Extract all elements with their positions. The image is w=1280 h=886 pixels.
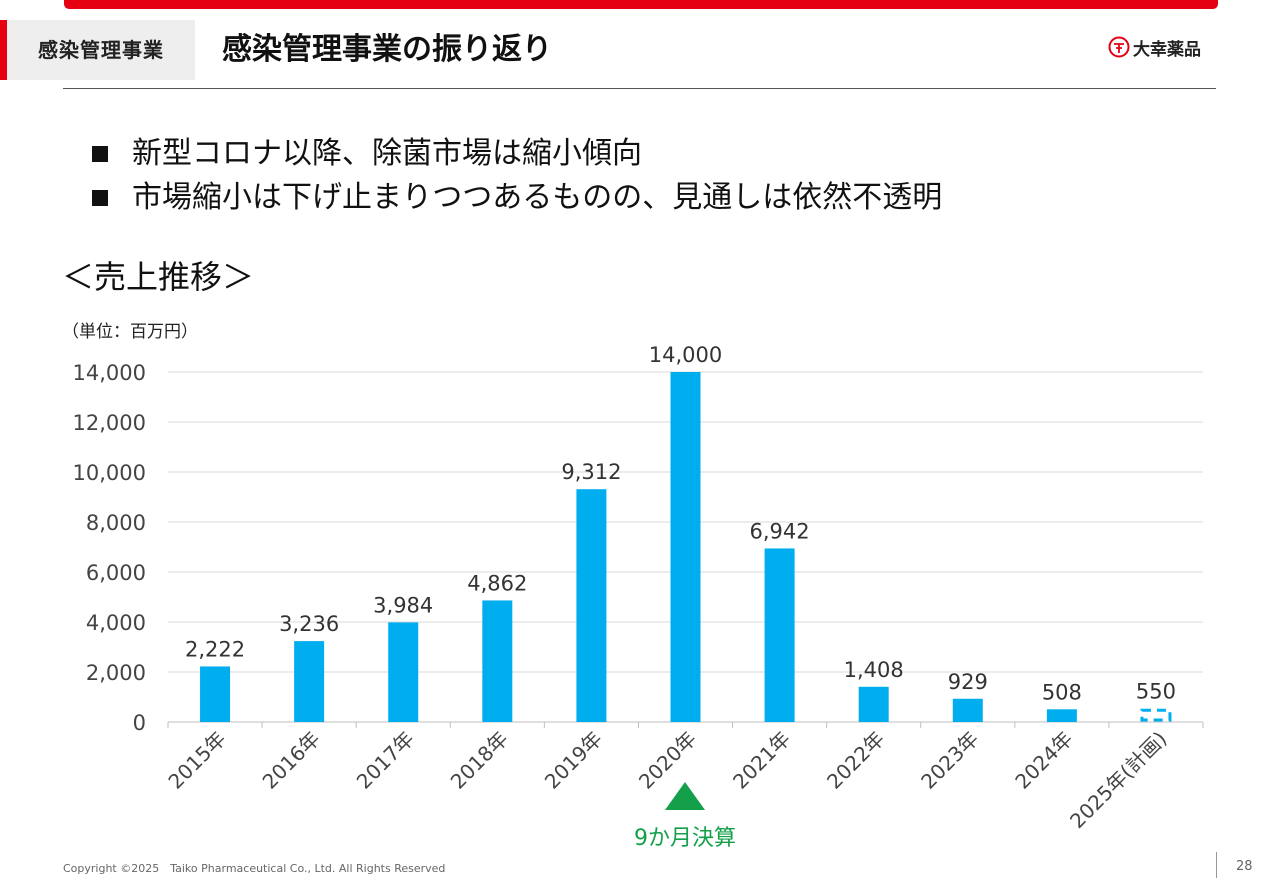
- bar: [670, 372, 701, 722]
- bar: [1046, 709, 1077, 722]
- page-number: 28: [1236, 859, 1253, 874]
- copyright-text: Copyright ©2025 Taiko Pharmaceutical Co.…: [63, 862, 446, 875]
- bullet-list: 新型コロナ以降、除菌市場は縮小傾向 市場縮小は下げ止まりつつあるものの、見通しは…: [88, 132, 942, 220]
- x-tick-label: 2023年: [916, 727, 983, 794]
- data-label: 3,236: [279, 612, 339, 636]
- up-triangle-icon: [665, 782, 705, 810]
- square-bullet-icon: [92, 190, 108, 206]
- y-tick-label: 0: [133, 711, 146, 735]
- bullet-item: 新型コロナ以降、除菌市場は縮小傾向: [88, 132, 942, 176]
- bar: [200, 666, 231, 722]
- bar: [482, 600, 513, 722]
- data-label: 3,984: [373, 593, 433, 617]
- sales-bar-chart: 0 2,000 4,000 6,000 8,000 10,000 12,000 14,000 2…: [73, 343, 1204, 833]
- x-tick-label: 2025年(計画): [1065, 727, 1171, 833]
- x-tick-label: 2024年: [1010, 727, 1077, 794]
- bar: [952, 698, 983, 722]
- bar: [388, 622, 419, 722]
- bar: [764, 548, 795, 722]
- x-tick-label: 2016年: [258, 727, 325, 794]
- data-label: 4,862: [467, 571, 527, 595]
- x-tick-label: 2017年: [352, 727, 419, 794]
- chart-heading: ＜売上推移＞: [62, 258, 255, 296]
- data-label: 1,408: [844, 658, 904, 682]
- top-accent-bar: [64, 0, 1218, 9]
- x-tick-label: 2019年: [540, 727, 607, 794]
- section-tag: 感染管理事業: [7, 20, 195, 80]
- y-tick-label: 8,000: [86, 511, 146, 535]
- bar-planned: [1140, 708, 1172, 722]
- y-tick-label: 12,000: [73, 411, 146, 435]
- data-label: 2,222: [185, 637, 245, 661]
- data-label: 508: [1042, 680, 1082, 704]
- x-tick-label: 2021年: [728, 727, 795, 794]
- x-tick-label: 2018年: [446, 727, 513, 794]
- bullet-item: 市場縮小は下げ止まりつつあるものの、見通しは依然不透明: [88, 176, 942, 220]
- company-logo: 大幸薬品: [1108, 34, 1201, 60]
- data-label: 550: [1136, 679, 1176, 703]
- data-label: 14,000: [649, 343, 722, 367]
- page-title: 感染管理事業の振り返り: [222, 32, 552, 67]
- annotation-text: 9か月決算: [634, 826, 736, 851]
- bullet-text: 市場縮小は下げ止まりつつあるものの、見通しは依然不透明: [132, 180, 943, 215]
- y-tick-label: 2,000: [86, 661, 146, 685]
- x-tick-label: 2015年: [163, 727, 230, 794]
- unit-label: （単位：百万円）: [62, 322, 198, 342]
- y-tick-label: 6,000: [86, 561, 146, 585]
- bullet-text: 新型コロナ以降、除菌市場は縮小傾向: [132, 136, 642, 171]
- section-accent: [0, 20, 7, 80]
- page-number-divider: [1216, 852, 1217, 878]
- square-bullet-icon: [92, 146, 108, 162]
- logo-text: 大幸薬品: [1133, 39, 1201, 60]
- y-tick-label: 10,000: [73, 461, 146, 485]
- y-tick-label: 4,000: [86, 611, 146, 635]
- bar: [294, 641, 325, 722]
- bar: [858, 686, 889, 722]
- data-label: 6,942: [750, 519, 810, 543]
- x-tick-label: 2022年: [822, 727, 889, 794]
- logo-mark-icon: [1108, 36, 1130, 58]
- bar: [576, 489, 607, 722]
- y-tick-label: 14,000: [73, 361, 146, 385]
- data-label: 9,312: [561, 460, 621, 484]
- data-label: 929: [948, 670, 988, 694]
- header-divider: [63, 88, 1216, 89]
